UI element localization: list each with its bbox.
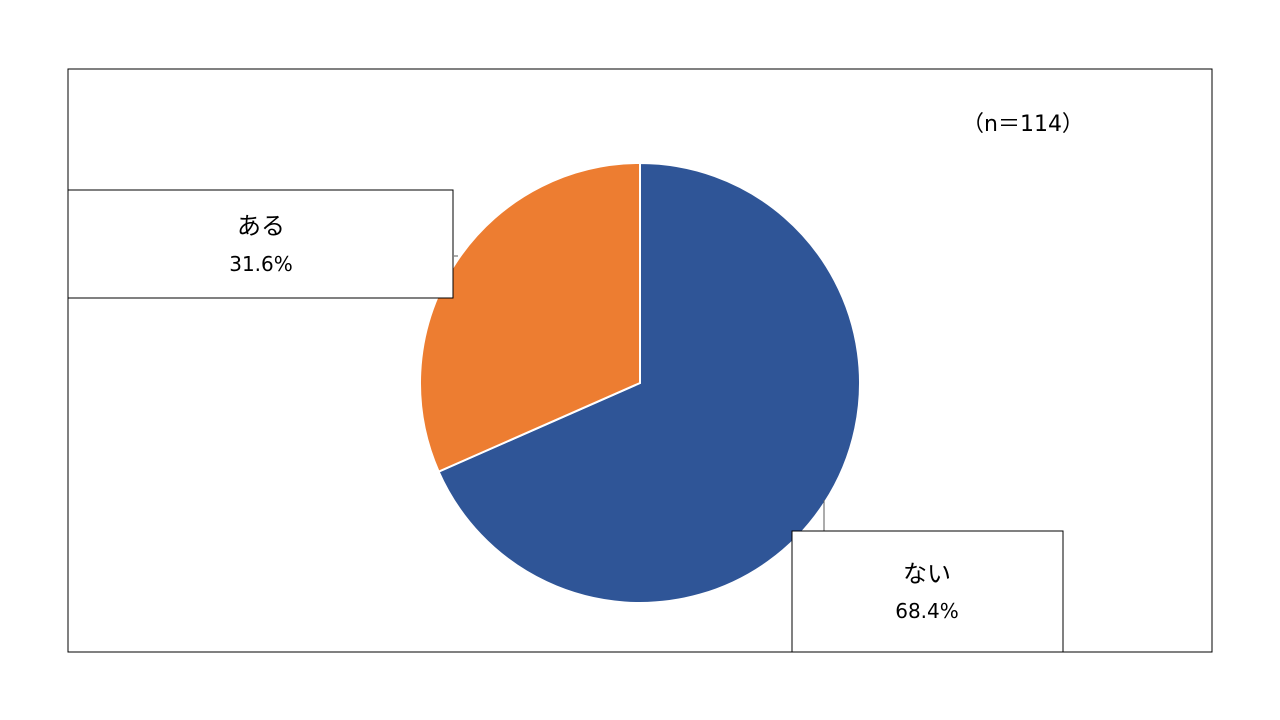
data-label-category: ある <box>237 212 285 240</box>
pie-slices <box>419 161 861 604</box>
data-label-aru: ある 31.6% <box>67 189 454 299</box>
data-label-nai: ない 68.4% <box>791 530 1064 653</box>
sample-size-label: （n＝114） <box>962 112 1084 137</box>
data-label-box <box>67 189 454 299</box>
data-label-value: 68.4% <box>895 599 959 623</box>
pie-slice-1 <box>419 161 641 473</box>
data-label-box <box>791 530 1064 653</box>
data-label-category: ない <box>903 560 951 588</box>
data-label-value: 31.6% <box>229 252 293 276</box>
